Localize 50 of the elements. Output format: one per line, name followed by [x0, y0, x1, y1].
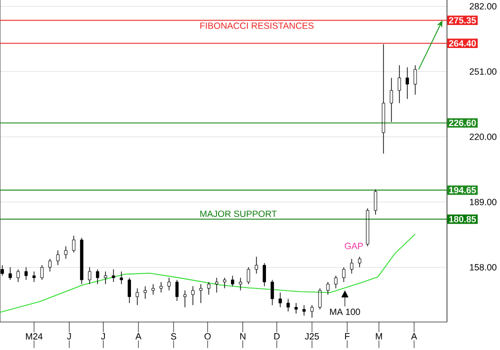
candlestick: [406, 66, 409, 100]
candlestick: [254, 256, 258, 274]
candlestick: [318, 288, 322, 310]
x-tick-label: S: [170, 333, 176, 340]
y-tick-label: 158.00: [470, 264, 496, 270]
candlestick: [230, 275, 234, 287]
candlestick: [382, 44, 386, 154]
annotation: MAJOR SUPPORT: [200, 210, 277, 217]
x-tick-label: F: [345, 333, 350, 340]
x-tick-label: A: [411, 333, 418, 340]
candlestick: [302, 304, 306, 316]
annotation: FIBONACCI RESISTANCES: [200, 22, 314, 29]
x-tick-label: D: [274, 333, 280, 340]
candlestick: [238, 277, 242, 291]
x-tick-label: M24: [26, 333, 43, 340]
candlestick: [310, 304, 314, 318]
candlestick: [175, 280, 179, 302]
x-tick-label: M: [376, 333, 382, 340]
x-tick-label: J: [101, 333, 105, 340]
candlestick: [96, 269, 100, 284]
ref-line-label: 275.35: [449, 17, 476, 24]
candlestick: [390, 78, 394, 122]
candlestick: [366, 208, 370, 247]
candlestick: [40, 264, 44, 280]
x-tick-label: J: [67, 333, 71, 340]
candlestick: [246, 266, 250, 284]
x-tick-label: J25: [304, 333, 319, 340]
ref-line-label: 194.65: [449, 186, 476, 194]
y-tick-label: 282.00: [470, 3, 496, 10]
y-tick-label: 220.00: [470, 134, 496, 140]
annotation: MA 100: [330, 308, 360, 315]
x-tick-label: O: [204, 333, 211, 340]
x-tick-label: N: [240, 333, 246, 340]
line-series: [0, 234, 416, 313]
ref-line-label: 226.60: [449, 120, 476, 126]
x-tick-label: A: [135, 333, 142, 340]
y-tick-label: 251.00: [470, 68, 496, 75]
ref-line-label: 264.40: [449, 40, 476, 47]
candlestick: [48, 258, 52, 272]
y-tick-label: 189.00: [470, 198, 496, 206]
candlestick: [104, 271, 108, 284]
candlestick: [112, 269, 116, 282]
ref-line-label: 180.85: [449, 216, 476, 222]
candlestick: [120, 271, 124, 284]
candlestick: [32, 271, 36, 282]
candlestick: [398, 64, 401, 104]
candlestick: [183, 290, 187, 308]
annotation: GAP: [344, 242, 363, 250]
candlestick: [374, 189, 378, 216]
candlestick: [167, 277, 171, 291]
